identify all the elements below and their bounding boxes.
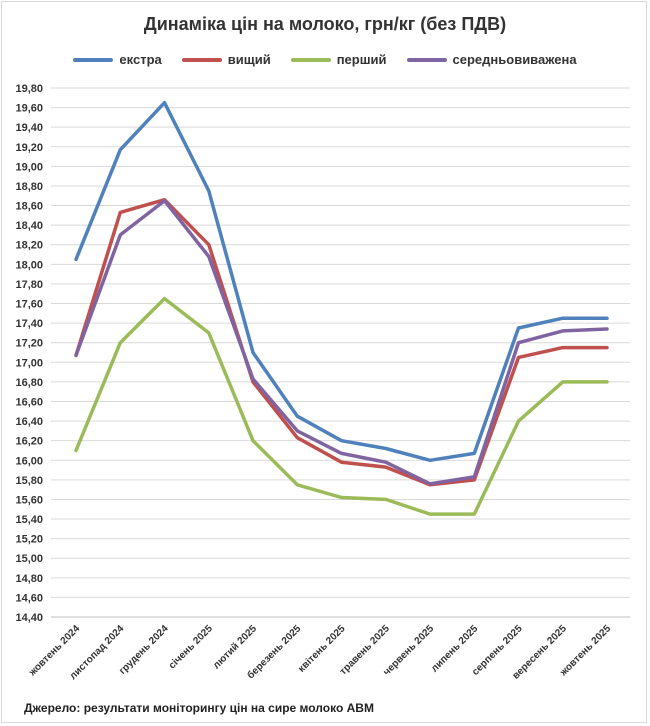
- y-tick-label: 17,20: [15, 338, 43, 350]
- y-tick-label: 19,60: [15, 103, 43, 115]
- series-line-3: [74, 198, 609, 486]
- legend-swatch-pershyi: [290, 57, 331, 62]
- y-tick-label: 16,80: [15, 377, 43, 389]
- y-tick-label: 14,40: [15, 612, 43, 624]
- y-tick-label: 17,40: [15, 318, 43, 330]
- y-tick-label: 16,20: [15, 436, 43, 448]
- y-tick-label: 16,40: [15, 416, 43, 428]
- y-tick-label: 18,40: [15, 220, 43, 232]
- line-chart: 14,40 14,60 14,80 15,00 15,20 15,40 15,60 15,80…: [15, 83, 630, 682]
- y-tick-label: 17,00: [15, 357, 43, 369]
- legend-swatch-serednovyvazhena: [406, 57, 447, 62]
- series-line-2: [74, 296, 609, 516]
- y-tick-label: 19,80: [15, 83, 43, 95]
- y-tick-label: 14,80: [15, 573, 43, 585]
- chart-title: Динаміка цін на молоко, грн/кг (без ПДВ): [143, 14, 507, 34]
- legend-swatch-vyshchyi: [181, 57, 222, 62]
- legend-label-pershyi: перший: [336, 52, 387, 67]
- chart-legend: екстра вищий перший середньовиважена: [0, 52, 650, 67]
- source-note: Джерело: результати моніторингу цін на с…: [24, 701, 374, 715]
- y-tick-label: 15,00: [15, 553, 43, 565]
- legend-item-vyshchyi: вищий: [181, 52, 271, 67]
- y-tick-label: 16,60: [15, 396, 43, 408]
- y-tick-label: 15,40: [15, 514, 43, 526]
- y-tick-label: 18,80: [15, 181, 43, 193]
- y-tick-label: 15,60: [15, 494, 43, 506]
- y-tick-label: 14,60: [15, 592, 43, 604]
- y-tick-label: 17,60: [15, 299, 43, 311]
- y-tick-label: 18,60: [15, 201, 43, 213]
- y-tick-label: 16,00: [15, 455, 43, 467]
- y-tick-label: 19,00: [15, 161, 43, 173]
- y-tick-label: 18,00: [15, 259, 43, 271]
- y-tick-label: 17,80: [15, 279, 43, 291]
- y-tick-label: 15,20: [15, 534, 43, 546]
- legend-swatch-ekstra: [73, 57, 114, 62]
- y-tick-label: 19,40: [15, 122, 43, 134]
- y-tick-label: 19,20: [15, 142, 43, 154]
- y-tick-label: 18,20: [15, 240, 43, 252]
- series-line-0: [74, 100, 609, 463]
- legend-item-serednovyvazhena: середньовиважена: [406, 52, 577, 67]
- x-tick-label: лютий 2025: [211, 623, 259, 671]
- x-tick-label: січень 2025: [167, 623, 215, 671]
- legend-label-ekstra: екстра: [119, 52, 162, 67]
- legend-label-serednovyvazhena: середньовиважена: [452, 52, 577, 67]
- legend-label-vyshchyi: вищий: [227, 52, 271, 67]
- legend-item-ekstra: екстра: [73, 52, 162, 67]
- y-tick-label: 15,80: [15, 475, 43, 487]
- legend-item-pershyi: перший: [290, 52, 387, 67]
